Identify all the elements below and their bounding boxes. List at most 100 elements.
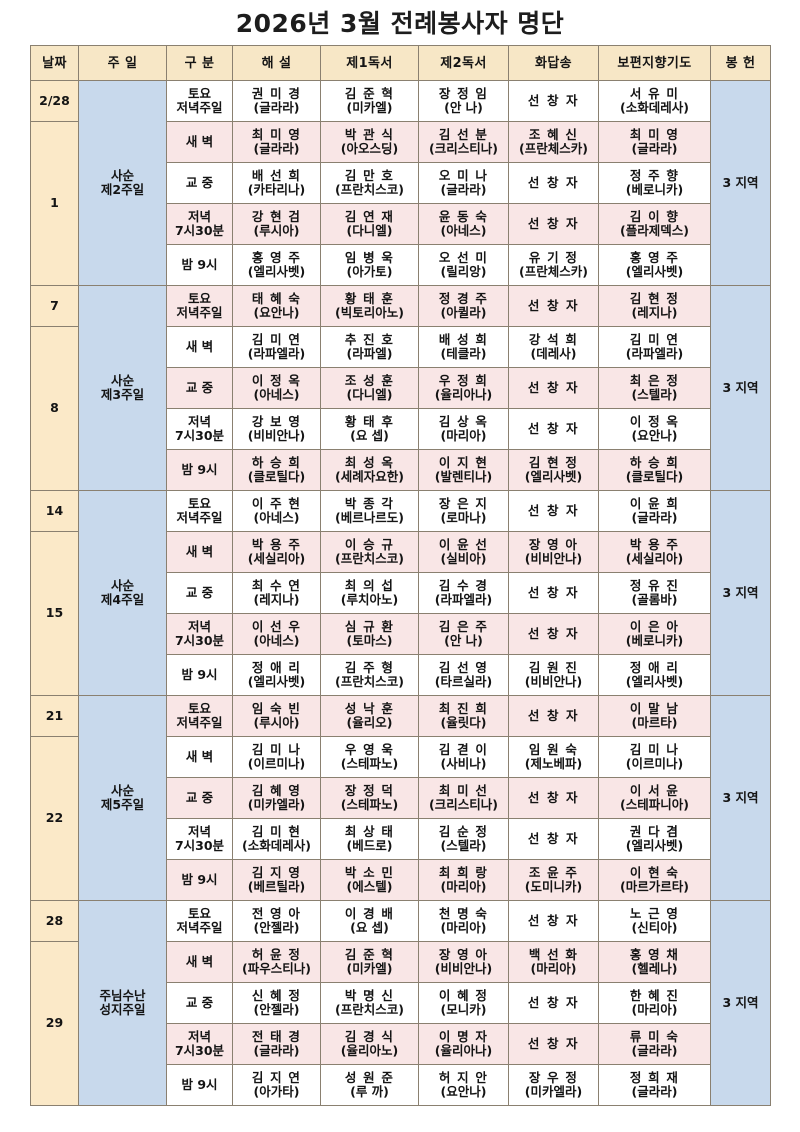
mass-time-line1: 저녁 [187,208,211,224]
sunday-name-line1: 사순 [110,167,134,183]
second-reading-server: 김 상 옥 (마리아) [418,408,509,451]
mass-time-cell: 밤 9시 [166,244,233,287]
prayer-of-faithful-server-saint-name: (베로니카) [625,633,684,649]
commentary-server-name: 김 혜 영 [251,782,302,798]
second-reading-server-saint-name: (아퀼라) [440,305,487,321]
commentary-server-saint-name: (루시아) [253,715,300,731]
prayer-of-faithful-server: 이 말 남 (마르타) [598,695,711,738]
responsorial-server: 백 선 화 (마리아) [508,941,599,984]
prayer-of-faithful-server: 홍 영 주 (엘리사벳) [598,244,711,287]
first-reading-server-name: 조 성 훈 [344,372,395,388]
sunday-name-cell: 사순 제4주일 [78,490,167,697]
commentary-server-saint-name: (글라라) [253,141,300,157]
prayer-of-faithful-server-name: 김 이 향 [629,208,680,224]
prayer-of-faithful-server: 김 미 연 (라파엘라) [598,326,711,369]
first-reading-server-name: 최 상 태 [344,823,395,839]
commentary-server-name: 권 미 경 [251,85,302,101]
mass-time-line1: 토요 [187,85,211,101]
mass-time-line2: 7시30분 [174,633,225,649]
commentary-server-saint-name: (글라라) [253,100,300,116]
first-reading-server-saint-name: (프란치스코) [335,674,404,690]
first-reading-server-saint-name: (루 까) [350,1084,389,1100]
prayer-of-faithful-server-name: 권 다 겸 [629,823,680,839]
prayer-of-faithful-server: 박 용 주 (세실리아) [598,531,711,574]
responsorial-server-saint-name: (프란체스카) [519,141,588,157]
table-header: 날짜 주 일 구 분 해 설 제1독서 제2독서 화답송 보편지향기도 봉 헌 [30,45,771,82]
prayer-of-faithful-server: 노 근 영 (신티아) [598,900,711,943]
table-row: 7 사순 제3주일 토요 저녁주일 태 혜 숙 (요안나) 황 태 훈 (빅토리아노) 정 경 주… [30,285,771,492]
first-reading-server: 김 준 혁 (미카엘) [320,80,419,123]
first-reading-server: 김 준 혁 (미카엘) [320,941,419,984]
second-reading-server-saint-name: (율리아나) [434,387,493,403]
first-reading-server: 조 성 훈 (다니엘) [320,367,419,410]
mass-time-cell: 저녁 7시30분 [166,408,233,451]
responsorial-server-name: 백 선 화 [528,946,579,962]
commentary-server-saint-name: (베르틸라) [247,879,306,895]
column-header-prayer-of-faithful: 보편지향기도 [598,45,711,82]
mass-time-cell: 저녁 7시30분 [166,818,233,861]
mass-time-cell: 새 벽 [166,326,233,369]
commentary-server: 임 숙 빈 (루시아) [232,695,321,738]
second-reading-server: 오 미 나 (글라라) [418,162,509,205]
prayer-of-faithful-server-saint-name: (이르미나) [625,756,684,772]
responsorial-server-saint-name: (비비안나) [524,674,583,690]
first-reading-server-name: 장 정 덕 [344,782,395,798]
commentary-server: 정 애 리 (엘리사벳) [232,654,321,697]
prayer-of-faithful-server: 이 현 숙 (마르가르타) [598,859,711,902]
commentary-server-name: 김 지 연 [251,1069,302,1085]
first-reading-server-name: 심 규 환 [344,618,395,634]
second-reading-server-name: 허 지 안 [438,1069,489,1085]
mass-time-cell: 토요 저녁주일 [166,285,233,328]
second-reading-server-saint-name: (비비안나) [434,961,493,977]
prayer-of-faithful-server-name: 이 현 숙 [629,864,680,880]
responsorial-server-name: 선 창 자 [527,789,580,805]
prayer-of-faithful-server-saint-name: (라파엘라) [625,346,684,362]
first-reading-server-saint-name: (프란치스코) [335,182,404,198]
second-reading-server: 김 순 정 (스텔라) [418,818,509,861]
responsorial-server: 김 원 진 (비비안나) [508,654,599,697]
table-row: 2/28 사순 제2주일 토요 저녁주일 권 미 경 (글라라) 김 준 혁 (미카엘) 장 정 … [30,80,771,287]
date-cell-saturday: 28 [30,900,79,943]
second-reading-server-name: 최 진 희 [438,700,489,716]
commentary-server: 홍 영 주 (엘리사벳) [232,244,321,287]
first-reading-server-saint-name: (율리아노) [340,1043,399,1059]
second-reading-server: 우 정 희 (율리아나) [418,367,509,410]
responsorial-server: 장 우 정 (미카엘라) [508,1064,599,1107]
prayer-of-faithful-server-saint-name: (레지나) [631,305,678,321]
responsorial-server: 선 창 자 [508,818,599,861]
mass-time-cell: 새 벽 [166,736,233,779]
prayer-of-faithful-server-saint-name: (소화데레사) [620,100,689,116]
commentary-server: 강 현 검 (루시아) [232,203,321,246]
table-row: 저녁 7시30분 이 선 우 (아네스) 심 규 환 (토마스) 김 은 주 (안 나) 선 창… [31,613,771,656]
mass-time-line1: 저녁 [187,823,211,839]
prayer-of-faithful-server: 김 현 정 (레지나) [598,285,711,328]
first-reading-server-saint-name: (요 셉) [350,920,389,936]
mass-time-line2: 7시30분 [174,223,225,239]
first-reading-server-name: 박 관 식 [344,126,395,142]
liturgy-schedule-table: 날짜 주 일 구 분 해 설 제1독서 제2독서 화답송 보편지향기도 봉 헌 … [30,45,771,1107]
responsorial-server-name: 선 창 자 [527,912,580,928]
mass-time-cell: 저녁 7시30분 [166,613,233,656]
prayer-of-faithful-server-name: 김 미 나 [629,741,680,757]
second-reading-server-name: 김 상 옥 [438,413,489,429]
second-reading-server-name: 장 영 아 [438,946,489,962]
commentary-server-name: 정 애 리 [251,659,302,675]
prayer-of-faithful-server-name: 이 말 남 [629,700,680,716]
sunday-name-line1: 사순 [110,372,134,388]
responsorial-server-name: 조 윤 주 [528,864,579,880]
commentary-server: 김 혜 영 (미카엘라) [232,777,321,820]
responsorial-server-name: 김 현 정 [528,454,579,470]
date-cell-sunday: 1 [30,121,79,287]
column-header-sunday: 주 일 [78,45,167,82]
responsorial-server-name: 선 창 자 [527,584,580,600]
commentary-server-saint-name: (아네스) [253,633,300,649]
responsorial-server: 임 원 숙 (제노베파) [508,736,599,779]
mass-time-cell: 새 벽 [166,121,233,164]
commentary-server-name: 태 혜 숙 [251,290,302,306]
second-reading-server-name: 최 희 랑 [438,864,489,880]
mass-time-line1: 새 벽 [185,338,214,354]
responsorial-server: 선 창 자 [508,490,599,533]
responsorial-server-name: 선 창 자 [527,174,580,190]
prayer-of-faithful-server: 류 미 숙 (글라라) [598,1023,711,1066]
